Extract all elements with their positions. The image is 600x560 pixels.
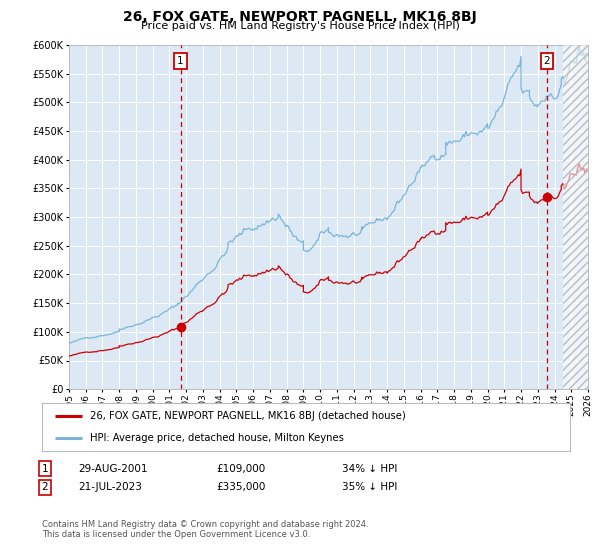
Text: 2: 2 [41,482,49,492]
Text: 34% ↓ HPI: 34% ↓ HPI [342,464,397,474]
Text: 35% ↓ HPI: 35% ↓ HPI [342,482,397,492]
Text: Price paid vs. HM Land Registry's House Price Index (HPI): Price paid vs. HM Land Registry's House … [140,21,460,31]
Text: Contains HM Land Registry data © Crown copyright and database right 2024.
This d: Contains HM Land Registry data © Crown c… [42,520,368,539]
Text: HPI: Average price, detached house, Milton Keynes: HPI: Average price, detached house, Milt… [89,433,343,443]
Text: 21-JUL-2023: 21-JUL-2023 [78,482,142,492]
Bar [563,45,596,389]
Text: £109,000: £109,000 [216,464,265,474]
Bar [563,45,596,389]
Text: 2: 2 [544,57,550,66]
Text: 1: 1 [177,57,184,66]
Text: £335,000: £335,000 [216,482,265,492]
Text: 29-AUG-2001: 29-AUG-2001 [78,464,148,474]
Text: 26, FOX GATE, NEWPORT PAGNELL, MK16 8BJ: 26, FOX GATE, NEWPORT PAGNELL, MK16 8BJ [123,10,477,24]
Text: 26, FOX GATE, NEWPORT PAGNELL, MK16 8BJ (detached house): 26, FOX GATE, NEWPORT PAGNELL, MK16 8BJ … [89,411,405,421]
Text: 1: 1 [41,464,49,474]
